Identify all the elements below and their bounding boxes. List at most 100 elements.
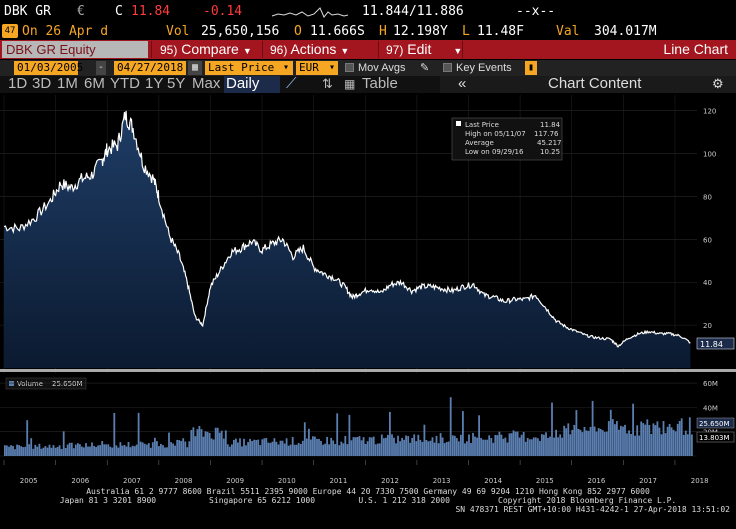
volume-bar bbox=[310, 439, 312, 456]
volume-bar bbox=[644, 424, 647, 456]
period-3d[interactable]: 3D bbox=[32, 75, 52, 92]
menu-divider bbox=[462, 41, 463, 58]
key-events-label: Key Events bbox=[456, 62, 512, 74]
volume-bar bbox=[597, 428, 600, 456]
chevron-down-icon[interactable]: ▾ bbox=[280, 61, 292, 75]
volume-bar bbox=[551, 402, 553, 456]
table-icon[interactable]: ▦ bbox=[344, 77, 356, 91]
volume-bar bbox=[48, 444, 51, 456]
gear-icon[interactable]: ⚙ bbox=[712, 76, 724, 91]
pencil-icon[interactable]: ✎ bbox=[420, 62, 430, 74]
volume-bar bbox=[85, 443, 87, 456]
volume-bar bbox=[662, 421, 665, 456]
line-chart-icon[interactable]: ⟋ bbox=[286, 75, 297, 92]
volume-bar bbox=[22, 447, 24, 456]
vol-value: 25,650,156 bbox=[201, 24, 280, 39]
volume-bar bbox=[50, 447, 53, 456]
volume-bar bbox=[638, 435, 641, 456]
mov-avgs-checkbox[interactable] bbox=[345, 63, 354, 72]
volume-bar bbox=[109, 446, 112, 456]
menu-divider bbox=[378, 41, 379, 58]
volume-bar bbox=[611, 419, 614, 456]
frequency-daily[interactable]: Daily bbox=[226, 75, 260, 92]
key-events-flag-icon[interactable]: ▮ bbox=[525, 61, 537, 75]
volume-bar bbox=[330, 437, 333, 456]
currency-select[interactable]: EUR bbox=[296, 61, 326, 75]
volume-bar bbox=[435, 436, 438, 456]
volume-bar bbox=[421, 441, 424, 456]
calendar-icon[interactable]: ▦ bbox=[188, 61, 202, 75]
volume-bar bbox=[149, 447, 152, 456]
volume-bar bbox=[261, 439, 264, 456]
volume-bar bbox=[222, 438, 225, 456]
alert-flag-icon[interactable]: 47 bbox=[2, 24, 18, 38]
key-events-checkbox[interactable] bbox=[443, 63, 452, 72]
volume-bar bbox=[636, 425, 639, 456]
period-1m[interactable]: 1M bbox=[57, 75, 78, 92]
period-1d[interactable]: 1D bbox=[8, 75, 28, 92]
volume-bar bbox=[289, 444, 292, 456]
volume-bar bbox=[492, 442, 495, 456]
volume-bar bbox=[591, 400, 594, 456]
actions-menu[interactable]: 96) Actions ▼ bbox=[270, 40, 349, 59]
stats-bar: 47 On 26 Apr d Vol 25,650,156 O 11.666S … bbox=[0, 23, 736, 40]
volume-bar bbox=[684, 430, 687, 456]
volume-bar bbox=[91, 442, 93, 456]
volume-bar bbox=[650, 434, 653, 456]
volume-bar bbox=[569, 434, 572, 456]
security-field[interactable]: DBK GR Equity bbox=[2, 41, 148, 58]
ticker-label[interactable]: DBK GR bbox=[4, 4, 51, 19]
price-field-select[interactable]: Last Price bbox=[205, 61, 293, 75]
year-label: 2007 bbox=[123, 477, 141, 485]
volume-bar bbox=[453, 435, 456, 456]
period-1y[interactable]: 1Y bbox=[145, 75, 164, 92]
chart-type-title: Line Chart bbox=[663, 41, 728, 57]
volume-bar bbox=[253, 439, 256, 456]
chevron-down-icon[interactable]: ▾ bbox=[326, 61, 338, 75]
volume-bar bbox=[97, 445, 99, 456]
volume-bar bbox=[174, 445, 176, 456]
edit-menu[interactable]: 97) Edit ▼ bbox=[386, 40, 462, 59]
volume-bar bbox=[573, 425, 576, 456]
volume-bar bbox=[103, 444, 106, 456]
period-max[interactable]: Max bbox=[192, 75, 221, 92]
volume-last-tag bbox=[696, 417, 735, 429]
year-label: 2005 bbox=[20, 477, 38, 485]
volume-bar bbox=[220, 430, 223, 456]
volume-bar bbox=[198, 426, 201, 456]
period-ytd[interactable]: YTD bbox=[110, 75, 140, 92]
compare-menu[interactable]: 95) Compare ▼ bbox=[160, 40, 252, 59]
chart-settings-icon[interactable]: ⇅ bbox=[322, 76, 333, 91]
volume-bar bbox=[117, 447, 120, 456]
volume-bar bbox=[686, 434, 689, 456]
period-5y[interactable]: 5Y bbox=[167, 75, 186, 92]
price-tick-label: 40 bbox=[703, 279, 712, 287]
volume-bar bbox=[346, 444, 349, 456]
volume-bar bbox=[628, 430, 630, 456]
volume-bar bbox=[81, 446, 83, 456]
collapse-icon[interactable]: « bbox=[458, 75, 467, 92]
high-label: H bbox=[379, 24, 387, 39]
open-value: 11.666S bbox=[310, 24, 365, 39]
volume-bar bbox=[500, 434, 503, 456]
last-price-tag bbox=[696, 337, 735, 350]
volume-bar bbox=[303, 422, 306, 456]
open-label: O bbox=[294, 24, 302, 39]
price-chart[interactable]: 20 40 60 80 100 120 11.84 Last Price 11.84 Hi… bbox=[0, 93, 736, 529]
chart-content-title: Chart Content bbox=[548, 75, 642, 92]
volume-bar bbox=[372, 436, 375, 456]
volume-bar bbox=[184, 441, 187, 456]
panel-divider[interactable] bbox=[0, 369, 736, 372]
volume-bar bbox=[111, 447, 114, 456]
period-6m[interactable]: 6M bbox=[84, 75, 105, 92]
compare-menu-number: 95) bbox=[160, 43, 178, 57]
table-button[interactable]: Table bbox=[362, 75, 398, 92]
volume-bar bbox=[447, 441, 450, 456]
volume-bar bbox=[101, 441, 104, 456]
volume-bar bbox=[334, 444, 337, 456]
volume-bar bbox=[385, 437, 387, 456]
end-date-field[interactable]: 04/27/2018 bbox=[114, 61, 186, 75]
year-label: 2011 bbox=[329, 477, 347, 485]
start-date-field[interactable]: 01/03/2005 bbox=[14, 61, 83, 75]
volume-bar bbox=[425, 440, 428, 456]
